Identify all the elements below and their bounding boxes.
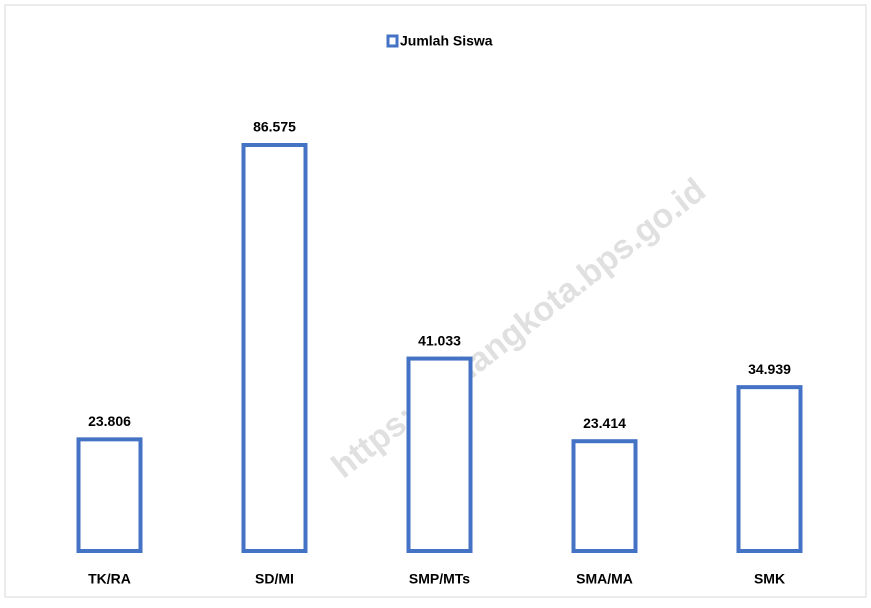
x-tick-label: SMP/MTs <box>409 571 470 587</box>
value-label: 34.939 <box>748 361 791 377</box>
legend-marker <box>386 34 399 48</box>
bar <box>76 437 143 553</box>
value-label: 23.806 <box>88 413 131 429</box>
bar <box>406 356 473 554</box>
value-label: 23.414 <box>583 415 626 431</box>
value-label: 86.575 <box>253 119 296 135</box>
x-tick-label: TK/RA <box>88 571 131 587</box>
x-tick-label: SMA/MA <box>576 571 633 587</box>
value-label: 41.033 <box>418 332 461 348</box>
bar <box>571 439 638 553</box>
x-tick-label: SMK <box>754 571 785 587</box>
bar <box>241 143 308 553</box>
bar <box>736 385 803 553</box>
legend-label: Jumlah Siswa <box>400 33 493 49</box>
x-tick-label: SD/MI <box>255 571 294 587</box>
